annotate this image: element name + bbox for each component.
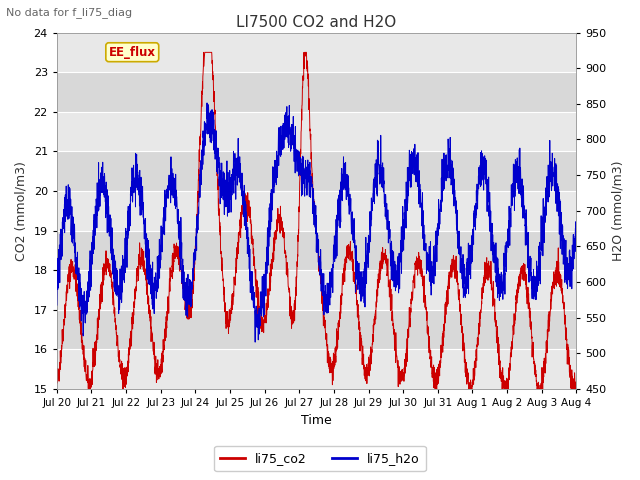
Bar <box>57 72 576 112</box>
Legend: li75_co2, li75_h2o: li75_co2, li75_h2o <box>214 446 426 471</box>
Bar <box>57 349 576 389</box>
Y-axis label: H2O (mmol/m3): H2O (mmol/m3) <box>612 160 625 261</box>
Bar <box>57 151 576 191</box>
Text: No data for f_li75_diag: No data for f_li75_diag <box>6 7 132 18</box>
Bar <box>57 270 576 310</box>
Text: EE_flux: EE_flux <box>109 46 156 59</box>
Bar <box>57 310 576 349</box>
Bar <box>57 230 576 270</box>
Bar <box>57 112 576 151</box>
Title: LI7500 CO2 and H2O: LI7500 CO2 and H2O <box>236 15 397 30</box>
Bar <box>57 191 576 230</box>
Bar <box>57 33 576 72</box>
X-axis label: Time: Time <box>301 414 332 427</box>
Y-axis label: CO2 (mmol/m3): CO2 (mmol/m3) <box>15 161 28 261</box>
